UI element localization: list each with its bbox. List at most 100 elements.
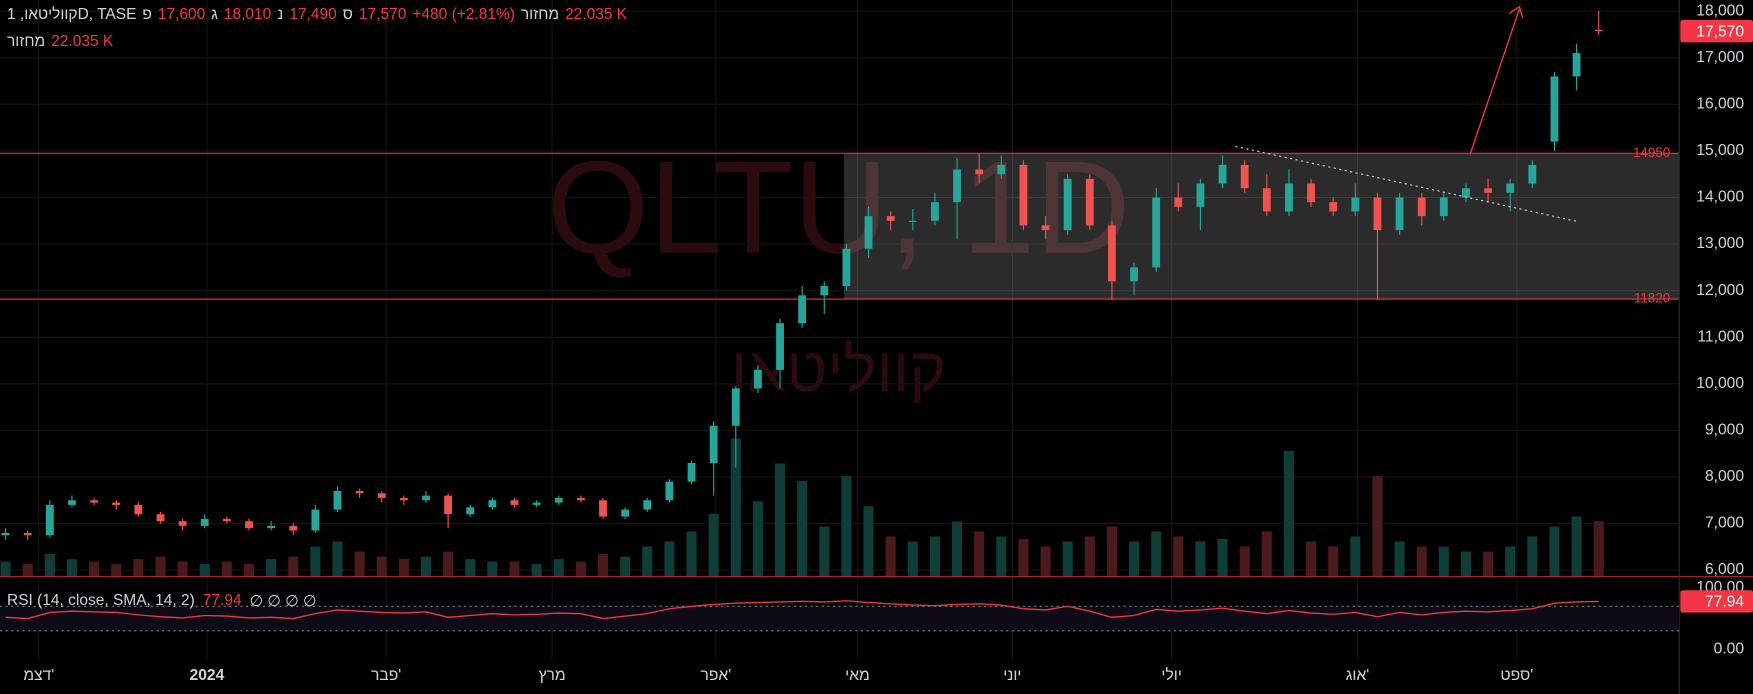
volume-bar [774,463,786,577]
low-label: נ [277,6,284,23]
volume-bar [686,531,697,577]
candle-body [178,521,187,526]
x-tick-label: דצמ' [23,667,54,684]
high-label: ג [211,6,218,23]
candle-body [510,500,519,505]
open-label: פ [142,6,152,23]
candle-body [1550,76,1559,142]
candle-body [1019,164,1028,226]
arrow-line [1469,8,1520,155]
volume-legend: מחזור 22.035 K [7,33,113,51]
volume-bar [1261,531,1272,577]
candle-body [267,525,276,529]
range-rect [844,153,1680,300]
x-tick-label: 2024 [190,667,225,684]
rsi-band [0,606,1680,631]
candle-body [1395,197,1404,231]
candle-body [753,369,762,389]
candle-body [377,493,386,498]
volume-bar [996,536,1007,577]
volume-bar [819,526,830,577]
candle-body [311,509,320,531]
candle-body [621,509,630,517]
axes: 6,000 7,000 8,000 9,000 10,000 11,000 12,000 13… [23,2,1753,684]
level-label: 14950 [1633,145,1670,160]
volume-bar [597,554,609,577]
candles [1,10,1603,540]
close: 17,570 [358,6,407,23]
candle-body [1572,53,1581,77]
candle-body [1506,183,1515,193]
volume-bar [89,561,100,577]
volume-bar [1483,551,1494,577]
level-label: 11820 [1634,291,1670,306]
y-tick-label: 17,000 [1696,49,1744,66]
volume-bar [288,556,299,577]
volume-bar [1239,546,1250,577]
candle-body [399,497,408,501]
volume-bar [1129,541,1140,577]
volume-bar [199,564,210,577]
volume-bar [1593,521,1604,577]
volume-bar [1372,476,1383,577]
volume-bar [1084,536,1095,577]
candle-body [68,500,76,505]
candle-body [222,518,231,522]
volume-bar [1217,538,1228,577]
candle-body [1063,178,1072,231]
x-tick-label: יוני [1003,667,1021,684]
candle-body [687,463,696,482]
volume-label: מחזור [7,33,46,50]
high: 18,010 [223,6,272,23]
candle-body [1594,29,1603,32]
candle-body [1196,183,1205,207]
candle-body [156,514,165,522]
y-tick-label: 9,000 [1705,422,1744,439]
open: 17,600 [157,6,206,23]
volume-bar [708,513,719,577]
candle-body [1528,164,1537,184]
volume-bar [1549,526,1560,577]
candle-body [576,497,585,501]
y-tick-label: 10,000 [1696,375,1744,392]
change: +480 (+2.81%) [412,6,515,23]
legend: קווליטאו, 1D, TASE פ 17,600 ג 18,010 נ 17,4… [7,6,627,24]
y-tick-label: 14,000 [1696,189,1744,206]
candle-body [1462,188,1470,198]
candle-body [45,504,54,536]
rsi-value-box [1680,590,1753,613]
candle-body [776,323,784,370]
candle-body [1417,197,1426,217]
candle-body [112,502,121,505]
volume-bar [155,556,166,577]
candle-body [1329,202,1338,212]
candle-body [245,521,253,529]
volume-bar [1173,536,1184,577]
candle-body [289,525,298,531]
candle-body [864,216,873,249]
volume-bar [1040,546,1051,577]
volume-bar [1151,531,1162,577]
volume-bar [531,564,542,577]
candle-body [532,502,541,505]
candle-body [931,202,939,221]
volume-bar [487,561,498,577]
rsi-pane [0,600,1680,632]
low: 17,490 [289,6,337,23]
candle-body [466,507,475,515]
volume-bar [929,536,940,577]
candle-body [200,518,209,526]
volume: 22.035 K [565,6,628,23]
volume-bar [1350,536,1361,577]
y-tick-label: 15,000 [1696,142,1744,159]
volume-bar [133,559,144,577]
volume-bar [310,546,321,577]
candle-body [1108,225,1116,282]
x-tick-label: פבר' [371,667,401,684]
rsi-line [5,600,1599,620]
candle-body [1,532,10,536]
candle-body [23,532,32,536]
y-tick-label: 11,000 [1697,328,1744,345]
volume-bar [177,561,188,577]
